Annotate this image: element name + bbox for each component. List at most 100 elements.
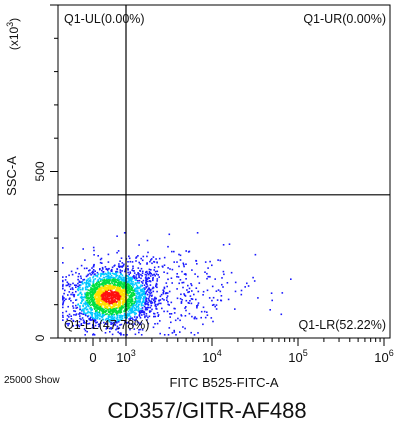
- event-dot: [107, 315, 110, 317]
- event-dot: [91, 309, 93, 311]
- event-dot: [119, 310, 121, 313]
- event-dot: [67, 324, 69, 327]
- event-dot: [191, 269, 193, 271]
- event-dot: [130, 304, 132, 307]
- event-dot: [85, 322, 87, 324]
- event-dot: [63, 292, 65, 295]
- event-dot: [96, 317, 99, 320]
- event-dot: [80, 277, 82, 280]
- event-dot: [124, 314, 127, 316]
- event-dot: [197, 275, 199, 278]
- event-dot: [176, 273, 178, 275]
- event-dot: [99, 296, 102, 299]
- event-dot: [79, 312, 81, 315]
- event-dot: [90, 316, 92, 319]
- event-dot: [94, 270, 96, 272]
- event-dot: [91, 271, 93, 274]
- event-dot: [132, 267, 134, 270]
- event-dot: [104, 295, 106, 298]
- event-dot: [103, 297, 105, 300]
- event-dot: [222, 270, 225, 273]
- event-dot: [196, 232, 199, 234]
- event-dot: [124, 292, 126, 294]
- event-dot: [136, 302, 138, 304]
- event-dot: [221, 277, 223, 279]
- x-axis: 0 103 104 105 106: [64, 338, 394, 365]
- event-dot: [155, 273, 158, 275]
- event-dot: [187, 284, 189, 287]
- event-dot: [85, 285, 88, 287]
- event-dot: [179, 279, 182, 281]
- event-dot: [128, 273, 130, 276]
- y-multiplier-prefix: (x10: [7, 27, 21, 51]
- event-dot: [143, 293, 146, 296]
- event-dot: [143, 299, 145, 302]
- event-dot: [132, 286, 134, 288]
- event-dot: [105, 305, 108, 308]
- event-dot: [134, 311, 136, 314]
- event-dot: [96, 293, 98, 296]
- event-dot: [66, 322, 68, 325]
- event-dot: [131, 298, 134, 301]
- event-dot: [146, 319, 148, 321]
- event-dot: [108, 299, 110, 302]
- event-dot: [124, 321, 126, 323]
- event-dot: [74, 284, 76, 286]
- event-dot: [147, 316, 149, 319]
- event-dot: [133, 316, 136, 318]
- event-dot: [82, 309, 85, 312]
- event-dot: [221, 283, 223, 286]
- event-dot: [129, 317, 132, 320]
- event-dot: [135, 257, 137, 259]
- event-dot: [82, 319, 85, 321]
- event-dot: [121, 265, 124, 267]
- event-dot: [163, 256, 166, 259]
- event-dot: [109, 312, 112, 315]
- event-dot: [138, 301, 140, 303]
- event-dot: [89, 284, 91, 286]
- event-dot: [121, 281, 123, 284]
- event-dot: [68, 313, 71, 316]
- event-dot: [160, 293, 163, 296]
- event-dot: [98, 318, 101, 320]
- event-dot: [146, 239, 149, 242]
- event-dot: [109, 272, 112, 274]
- event-dot: [148, 315, 151, 318]
- event-dot: [70, 318, 73, 320]
- event-dot: [154, 323, 156, 325]
- event-dot: [157, 315, 159, 317]
- event-dot: [112, 314, 115, 316]
- event-dot: [140, 334, 143, 336]
- event-dot: [138, 329, 140, 331]
- event-dot: [150, 310, 152, 312]
- event-dot: [132, 281, 134, 283]
- y-multiplier-exponent: 3: [5, 22, 15, 27]
- event-dot: [156, 303, 159, 306]
- event-dot: [138, 296, 140, 299]
- event-dot: [99, 308, 102, 311]
- event-dot: [148, 277, 151, 279]
- event-dot: [131, 304, 133, 306]
- event-dot: [102, 271, 105, 273]
- event-dot: [87, 289, 90, 291]
- event-dot: [146, 278, 149, 280]
- event-dot: [118, 275, 121, 277]
- event-dot: [230, 271, 233, 274]
- event-dot: [151, 274, 154, 276]
- event-dot: [107, 281, 110, 284]
- event-dot: [151, 262, 153, 265]
- event-dot: [105, 283, 107, 285]
- event-dot: [159, 299, 162, 301]
- event-dot: [110, 292, 113, 295]
- event-dot: [104, 273, 106, 275]
- y-tick-label: 0: [33, 334, 47, 341]
- event-dot: [112, 301, 114, 304]
- event-dot: [137, 286, 139, 289]
- event-dot: [156, 290, 158, 293]
- event-dot: [149, 301, 151, 303]
- event-dot: [93, 299, 95, 302]
- event-dot: [75, 284, 77, 287]
- event-dot: [62, 247, 64, 249]
- event-dot: [137, 305, 140, 307]
- event-dot: [76, 267, 79, 270]
